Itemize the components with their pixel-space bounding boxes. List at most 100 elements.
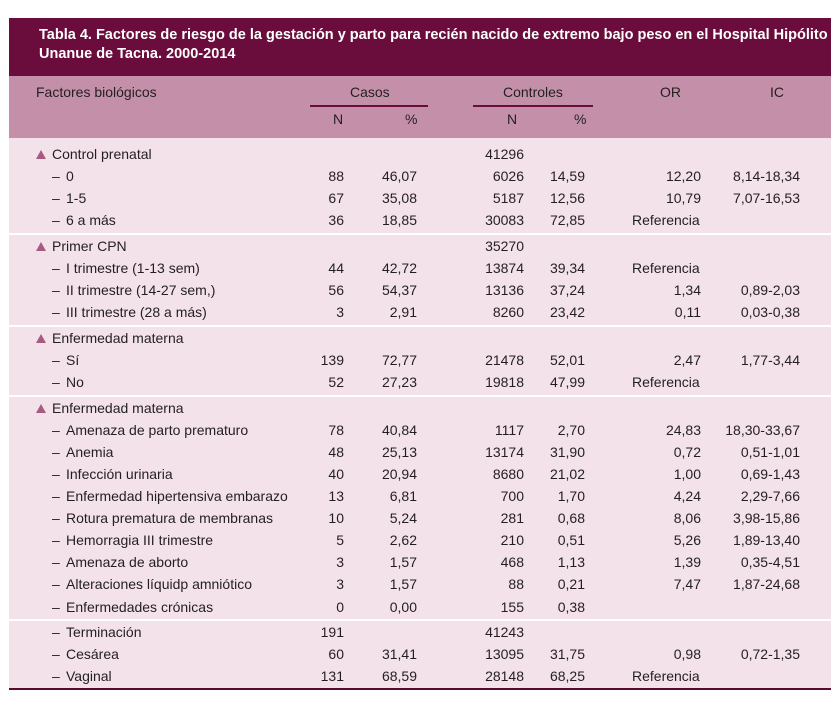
cell-controles-pct: 0,38 [557, 598, 585, 615]
cell-ic: 0,89-2,03 [740, 282, 800, 299]
row-label-text: No [66, 374, 84, 390]
cell-casos-n: 5 [336, 532, 344, 549]
cell-casos-n: 139 [320, 351, 344, 368]
table-row: – II trimestre (14-27 sem,) 56 54,37 13136 37… [0, 280, 840, 300]
cell-or: 0,98 [673, 646, 701, 663]
row-label: – Alteraciones líquidp amniótico [52, 574, 252, 594]
cell-ic: 0,03-0,38 [740, 304, 800, 321]
cell-controles-pct: 31,75 [549, 646, 585, 663]
cell-controles-n: 13174 [485, 443, 524, 460]
cell-casos-pct: 27,23 [381, 374, 417, 390]
row-label-text: Terminación [66, 624, 142, 641]
cell-or: 12,20 [665, 168, 701, 185]
table-row: – III trimestre (28 a más) 3 2,91 8260 23,42 0… [0, 302, 840, 322]
cell-casos-pct: 46,07 [381, 168, 417, 185]
table-row: Enfermedad materna [0, 398, 840, 418]
cell-ic: 2,29-7,66 [740, 488, 800, 504]
cell-casos-n: 78 [328, 421, 344, 438]
cell-controles-pct: 14,59 [549, 168, 585, 185]
cell-casos-n: 3 [336, 304, 344, 321]
cell-or: 5,26 [673, 532, 701, 549]
cell-controles-n: 155 [500, 598, 524, 615]
row-label: – Sí [52, 350, 79, 370]
cell-controles-pct: 21,02 [549, 465, 585, 482]
cell-or: Referencia [632, 668, 700, 685]
table-row: – Amenaza de aborto 3 1,57 468 1,13 1,39 0,35-4… [0, 552, 840, 572]
row-label-text: Rotura prematura de membranas [66, 510, 273, 527]
group-separator [9, 232, 831, 235]
cell-or: 0,72 [673, 443, 701, 460]
cell-or: 1,00 [673, 465, 701, 482]
row-label-text: Control prenatal [52, 146, 152, 162]
cell-ic: 1,89-13,40 [733, 532, 800, 549]
header-factores: Factores biológicos [36, 84, 157, 100]
cell-controles-n: 30083 [485, 212, 524, 229]
cell-controles-pct: 39,34 [549, 260, 585, 276]
dash-marker: – [52, 668, 60, 685]
table-body-band [9, 138, 831, 688]
table-row: – Sí 139 72,77 21478 52,01 2,47 1,77-3,44 [0, 350, 840, 370]
table-title-line-1: Tabla 4. Factores de riesgo de la gestac… [39, 27, 828, 43]
cell-ic: 8,14-18,34 [733, 168, 800, 185]
cell-casos-n: 88 [328, 168, 344, 185]
cell-controles-n: 281 [500, 510, 524, 527]
cell-controles-pct: 2,70 [557, 421, 585, 438]
row-label-text: Enfermedad materna [52, 329, 184, 346]
category-label: Enfermedad materna [36, 398, 184, 418]
row-label-text: Enfermedad materna [52, 399, 184, 416]
group-separator [9, 324, 831, 327]
casos-underline [310, 105, 428, 107]
table-row: –6 a más 36 18,85 30083 72,85 Referencia [0, 210, 840, 230]
cell-casos-pct: 72,77 [381, 351, 417, 368]
cell-casos-pct: 42,72 [381, 260, 417, 276]
cell-controles-n: 8260 [492, 304, 524, 321]
row-label: – No [52, 372, 84, 392]
table-row: Enfermedad materna [0, 328, 840, 348]
row-label: –6 a más [52, 210, 116, 230]
triangle-icon [36, 150, 46, 159]
row-label: – Terminación [52, 622, 141, 642]
row-label-text: III trimestre (28 a más) [66, 304, 207, 321]
cell-controles-n: 35270 [485, 237, 524, 254]
cell-controles-n: 13874 [485, 260, 524, 276]
table-row: – Alteraciones líquidp amniótico 3 1,57 88 0,… [0, 574, 840, 594]
cell-controles-n: 1117 [494, 421, 524, 438]
cell-or: 1,34 [673, 282, 701, 299]
cell-casos-pct: 35,08 [381, 190, 417, 207]
row-label-text: Enfermedades crónicas [66, 598, 214, 615]
cell-casos-n: 13 [328, 488, 344, 504]
row-label-text: Anemia [66, 443, 114, 460]
cell-ic: 0,51-1,01 [740, 443, 800, 460]
dash-marker: – [52, 532, 60, 549]
row-label-text: Cesárea [66, 646, 119, 663]
cell-or: 10,79 [665, 190, 701, 207]
row-label: – Hemorragia III trimestre [52, 530, 213, 550]
row-label-text: Hemorragia III trimestre [66, 532, 214, 549]
cell-or: 7,47 [673, 576, 701, 593]
cell-controles-n: 19818 [485, 374, 524, 390]
row-label: – III trimestre (28 a más) [52, 302, 207, 322]
triangle-icon [36, 403, 46, 413]
cell-casos-pct: 0,00 [389, 598, 417, 615]
cell-controles-pct: 37,24 [549, 282, 585, 299]
cell-casos-pct: 18,85 [381, 212, 417, 229]
cell-casos-pct: 25,13 [381, 443, 417, 460]
cell-controles-pct: 47,99 [549, 374, 585, 390]
cell-or: 2,47 [673, 351, 701, 368]
dash-marker: – [52, 443, 60, 460]
table-row: – Enfermedades crónicas 0 0,00 155 0,38 [0, 597, 840, 617]
cell-or: 4,24 [673, 488, 701, 504]
cell-controles-pct: 31,90 [549, 443, 585, 460]
table-row: – Hemorragia III trimestre 5 2,62 210 0,51 5,2… [0, 530, 840, 550]
table-row: – Enfermedad hipertensiva embarazo 13 6,81 7… [0, 486, 840, 506]
category-label: Primer CPN [36, 236, 127, 256]
table-title: Tabla 4. Factores de riesgo de la gestac… [9, 18, 831, 76]
row-label-text: II trimestre (14-27 sem,) [66, 282, 216, 299]
table-row: – No 52 27,23 19818 47,99 Referencia [0, 372, 840, 392]
cell-controles-n: 41243 [485, 624, 524, 641]
cell-casos-pct: 54,37 [381, 282, 417, 299]
cell-controles-n: 21478 [485, 351, 524, 368]
cell-controles-pct: 52,01 [549, 351, 585, 368]
table-row: – I trimestre (1-13 sem) 44 42,72 13874 39,34… [0, 258, 840, 278]
table-row: – Cesárea 60 31,41 13095 31,75 0,98 0,72-1,35 [0, 644, 840, 664]
